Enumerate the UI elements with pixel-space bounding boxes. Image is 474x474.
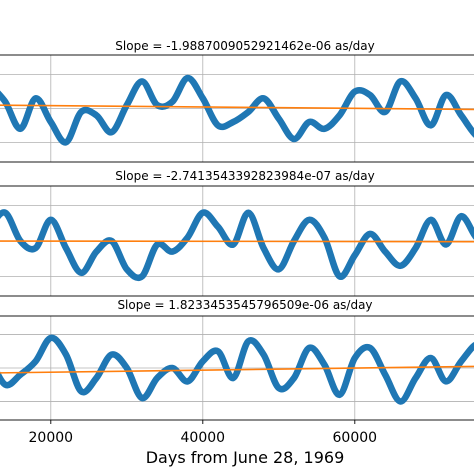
x-axis-label: Days from June 28, 1969 — [146, 448, 345, 467]
panel-title: Slope = -1.9887009052921462e-06 as/day — [115, 39, 374, 53]
panel-frame — [0, 54, 474, 163]
x-tick-label: 60000 — [333, 430, 378, 446]
trend-line — [0, 104, 474, 111]
panels: Slope = -1.9887009052921462e-06 as/day Sl… — [0, 39, 474, 421]
panel-frame — [0, 185, 474, 297]
x-tick-label: 40000 — [181, 430, 226, 446]
signal-line — [0, 209, 474, 282]
trend-line — [0, 365, 474, 374]
panel-1: Slope = -1.9887009052921462e-06 as/day — [0, 39, 474, 163]
panel-title: Slope = -2.7413543392823984e-07 as/day — [115, 169, 374, 183]
signal-line — [0, 74, 474, 146]
panel-title: Slope = 1.8233453545796509e-06 as/day — [117, 298, 372, 312]
trend-line — [0, 240, 474, 243]
x-tick-label: 20000 — [29, 430, 74, 446]
signal-line — [0, 334, 474, 405]
panel-frame — [0, 315, 474, 421]
x-axis-ticks: 20000 40000 60000 — [29, 420, 378, 446]
panel-3: Slope = 1.8233453545796509e-06 as/day — [0, 298, 474, 421]
panel-2: Slope = -2.7413543392823984e-07 as/day — [0, 169, 474, 297]
